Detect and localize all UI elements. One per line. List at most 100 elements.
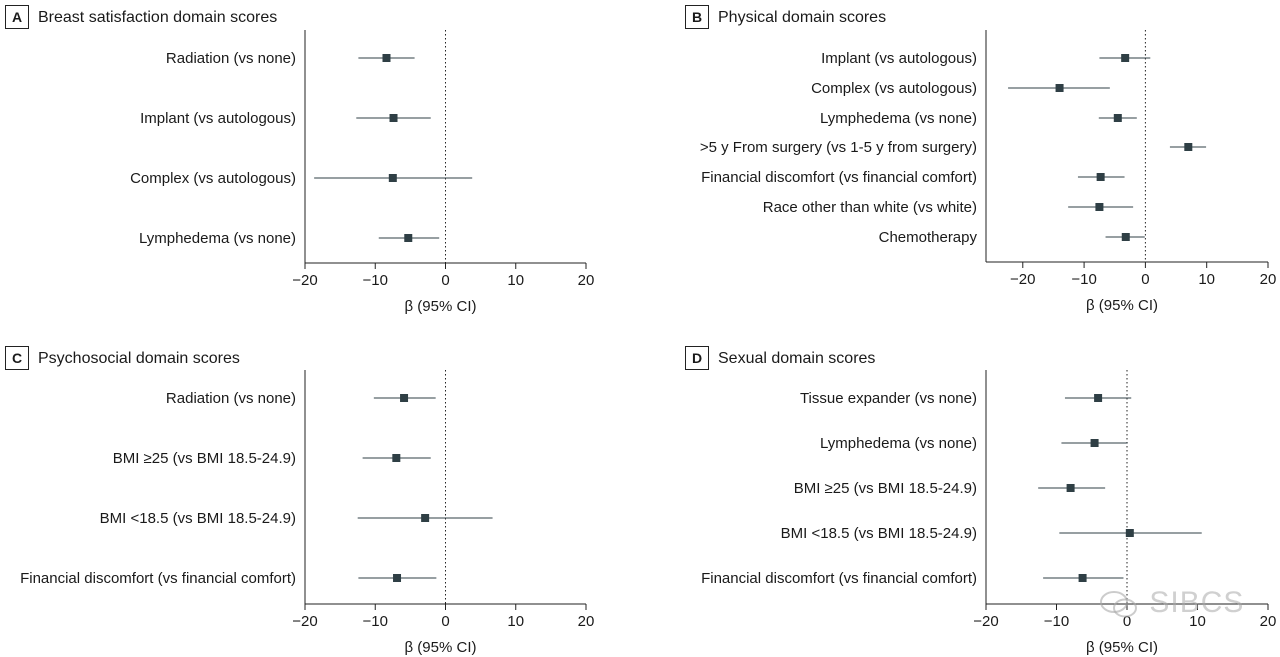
x-tick-label: 20: [578, 613, 595, 630]
x-tick-label: −10: [1071, 271, 1096, 288]
x-tick-label: −10: [363, 613, 388, 630]
forest-row: Lymphedema (vs none): [139, 230, 440, 247]
x-axis-label: β (95% CI): [405, 298, 477, 315]
x-tick-label: −20: [973, 613, 998, 630]
forest-row: Implant (vs autologous): [140, 110, 431, 127]
row-label: Complex (vs autologous): [130, 170, 296, 187]
row-label: Lymphedema (vs none): [139, 230, 296, 247]
panel-letter: C: [12, 350, 22, 366]
panel-c: C Psychosocial domain scores −20 −10 0 10 20 β …: [5, 346, 595, 656]
point-estimate-marker: [1121, 233, 1130, 241]
point-estimate-marker: [400, 394, 409, 402]
point-estimate-marker: [382, 54, 391, 62]
point-estimate-marker: [1184, 143, 1193, 151]
point-estimate-marker: [393, 574, 402, 582]
forest-row: Race other than white (vs white): [763, 199, 1134, 216]
point-estimate-marker: [1113, 114, 1122, 122]
panel-letter-box: [685, 5, 709, 29]
watermark: SIBCS: [1098, 586, 1244, 620]
x-tick-label: 20: [1260, 271, 1277, 288]
row-label: Complex (vs autologous): [811, 80, 977, 97]
forest-row: Financial discomfort (vs financial comfo…: [701, 570, 1124, 587]
row-label: Chemotherapy: [879, 229, 978, 246]
point-estimate-marker: [1066, 484, 1075, 492]
point-estimate-marker: [389, 114, 398, 122]
row-label: BMI ≥25 (vs BMI 18.5-24.9): [113, 450, 296, 467]
forest-row: >5 y From surgery (vs 1-5 y from surgery…: [700, 139, 1207, 156]
row-label: BMI ≥25 (vs BMI 18.5-24.9): [794, 480, 977, 497]
x-tick-label: 10: [507, 272, 524, 289]
x-axis-label: β (95% CI): [405, 639, 477, 656]
row-label: Implant (vs autologous): [821, 50, 977, 67]
forest-row: Lymphedema (vs none): [820, 110, 1137, 127]
forest-row: Chemotherapy: [879, 229, 1145, 246]
row-label: Financial discomfort (vs financial comfo…: [20, 570, 296, 587]
x-tick-label: −10: [363, 272, 388, 289]
panel-title: Physical domain scores: [718, 9, 886, 26]
point-estimate-marker: [1095, 203, 1104, 211]
panel-title: Sexual domain scores: [718, 350, 875, 367]
panel-letter-box: [5, 346, 29, 370]
forest-row: BMI <18.5 (vs BMI 18.5-24.9): [100, 510, 493, 527]
row-label: Financial discomfort (vs financial comfo…: [701, 570, 977, 587]
x-tick-label: 10: [507, 613, 524, 630]
point-estimate-marker: [1090, 439, 1099, 447]
panel-d: D Sexual domain scores −20 −10 0 10 20 β (95% C…: [685, 346, 1277, 656]
wechat-icon: [1100, 591, 1137, 618]
forest-row: Radiation (vs none): [166, 390, 436, 407]
forest-row: BMI ≥25 (vs BMI 18.5-24.9): [794, 480, 1106, 497]
panel-letter: A: [12, 9, 22, 25]
row-label: Implant (vs autologous): [140, 110, 296, 127]
watermark-text: SIBCS: [1149, 586, 1245, 619]
x-tick-label: 10: [1189, 613, 1206, 630]
panel-letter-box: [685, 346, 709, 370]
row-label: BMI <18.5 (vs BMI 18.5-24.9): [781, 525, 977, 542]
row-label: >5 y From surgery (vs 1-5 y from surgery…: [700, 139, 977, 156]
row-label: Lymphedema (vs none): [820, 110, 977, 127]
x-tick-label: −20: [292, 272, 317, 289]
point-estimate-marker: [392, 454, 401, 462]
forest-row: Lymphedema (vs none): [820, 435, 1128, 452]
x-tick-label: 20: [1260, 613, 1277, 630]
panel-title: Psychosocial domain scores: [38, 350, 240, 367]
x-tick-label: 20: [578, 272, 595, 289]
x-tick-label: 0: [441, 613, 449, 630]
row-label: BMI <18.5 (vs BMI 18.5-24.9): [100, 510, 296, 527]
x-axis-label: β (95% CI): [1086, 297, 1158, 314]
row-label: Lymphedema (vs none): [820, 435, 977, 452]
x-tick-label: −10: [1044, 613, 1069, 630]
row-label: Race other than white (vs white): [763, 199, 977, 216]
panel-letter-box: [5, 5, 29, 29]
forest-row: Tissue expander (vs none): [800, 390, 1132, 407]
forest-row: BMI <18.5 (vs BMI 18.5-24.9): [781, 525, 1202, 542]
panel-letter: D: [692, 350, 702, 366]
forest-row: BMI ≥25 (vs BMI 18.5-24.9): [113, 450, 431, 467]
x-tick-label: 0: [1141, 271, 1149, 288]
panel-title: Breast satisfaction domain scores: [38, 9, 277, 26]
point-estimate-marker: [1125, 529, 1134, 537]
point-estimate-marker: [388, 174, 397, 182]
x-axis-label: β (95% CI): [1086, 639, 1158, 656]
forest-row: Implant (vs autologous): [821, 50, 1151, 67]
x-tick-label: 10: [1198, 271, 1215, 288]
point-estimate-marker: [1094, 394, 1103, 402]
x-tick-label: 0: [441, 272, 449, 289]
panel-b: B Physical domain scores −20 −10 0 10 20 β (95%…: [685, 5, 1277, 314]
forest-row: Complex (vs autologous): [130, 170, 473, 187]
row-label: Radiation (vs none): [166, 50, 296, 67]
row-label: Tissue expander (vs none): [800, 390, 977, 407]
forest-row: Financial discomfort (vs financial comfo…: [701, 169, 1125, 186]
point-estimate-marker: [1096, 173, 1105, 181]
point-estimate-marker: [1121, 54, 1130, 62]
x-tick-label: −20: [292, 613, 317, 630]
x-tick-label: 0: [1123, 613, 1131, 630]
x-tick-label: −20: [1010, 271, 1035, 288]
forest-row: Radiation (vs none): [166, 50, 415, 67]
row-label: Financial discomfort (vs financial comfo…: [701, 169, 977, 186]
point-estimate-marker: [1055, 84, 1064, 92]
panel-a: A Breast satisfaction domain scores −20 −10…: [5, 5, 595, 315]
panel-letter: B: [692, 9, 702, 25]
row-label: Radiation (vs none): [166, 390, 296, 407]
point-estimate-marker: [1078, 574, 1087, 582]
